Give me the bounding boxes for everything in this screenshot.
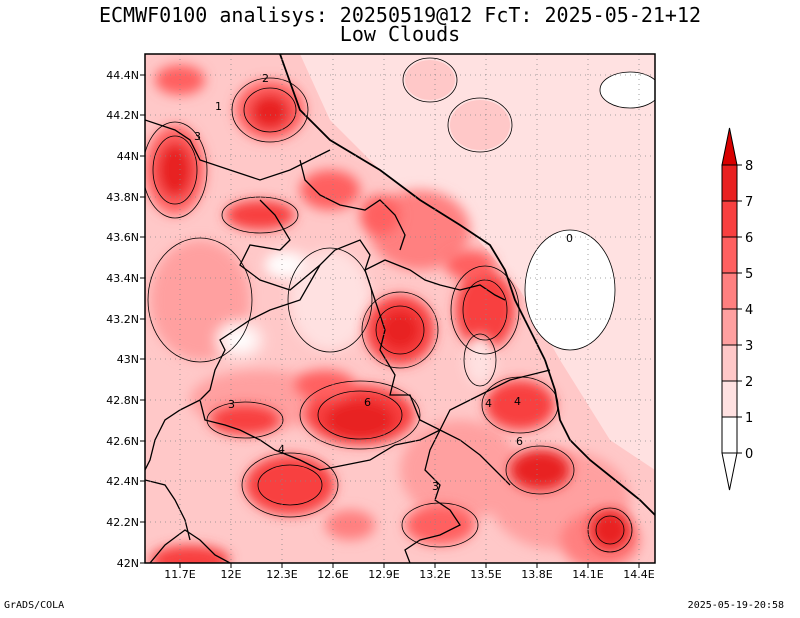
colorbar-swatch bbox=[721, 200, 738, 238]
contour-label: 3 bbox=[194, 130, 201, 143]
contour-label: 4 bbox=[514, 395, 521, 408]
colorbar-label: 2 bbox=[745, 375, 753, 390]
contour-label: 3 bbox=[432, 480, 439, 493]
colorbar-top-arrow bbox=[721, 127, 738, 166]
lon-tick-label: 13.8E bbox=[521, 568, 552, 581]
lat-tick-label: 44.2N bbox=[106, 109, 139, 122]
grid-lines bbox=[145, 54, 655, 563]
lat-tick-label: 43.8N bbox=[106, 191, 139, 204]
contour-label: 6 bbox=[516, 435, 523, 448]
colorbar-label: 7 bbox=[745, 195, 753, 210]
contour-label: 1 bbox=[215, 100, 222, 113]
cloud-field bbox=[145, 54, 655, 563]
software-credit: GrADS/COLA bbox=[4, 600, 65, 611]
generation-timestamp: 2025-05-19-20:58 bbox=[687, 600, 784, 611]
colorbar-swatch bbox=[721, 344, 738, 382]
lat-tick-label: 42.4N bbox=[106, 475, 139, 488]
lat-tick-label: 44.4N bbox=[106, 69, 139, 82]
colorbar-label: 8 bbox=[745, 159, 753, 174]
lon-tick-label: 12.6E bbox=[317, 568, 348, 581]
lat-tick-label: 43.2N bbox=[106, 313, 139, 326]
colorbar-swatch bbox=[721, 272, 738, 310]
lon-tick-label: 13.5E bbox=[470, 568, 501, 581]
lon-tick-label: 12E bbox=[221, 568, 242, 581]
colorbar bbox=[721, 127, 742, 491]
lon-tick-label: 12.9E bbox=[368, 568, 399, 581]
map-subtitle: Low Clouds bbox=[339, 22, 461, 46]
colorbar-swatch bbox=[721, 164, 738, 202]
x-axis-labels: 11.7E 12E 12.3E 12.6E 12.9E 13.2E 13.5E … bbox=[164, 568, 654, 581]
lon-tick-label: 13.2E bbox=[419, 568, 450, 581]
lat-tick-label: 44N bbox=[117, 150, 139, 163]
lon-tick-label: 12.3E bbox=[266, 568, 297, 581]
contour-label: 4 bbox=[278, 443, 285, 456]
contour-label: 2 bbox=[262, 72, 269, 85]
map-frame bbox=[144, 53, 656, 564]
map-title: ECMWF0100 analisys: 20250519@12 FcT: 202… bbox=[98, 3, 702, 27]
y-axis-labels: 44.4N 44.2N 44N 43.8N 43.6N 43.4N 43.2N … bbox=[106, 69, 139, 570]
lat-tick-label: 42.2N bbox=[106, 516, 139, 529]
lon-tick-label: 14.4E bbox=[623, 568, 654, 581]
contour-labels: 2 3 3 6 4 4 4 6 3 0 1 bbox=[194, 72, 573, 493]
contour-label: 3 bbox=[228, 398, 235, 411]
contour-label: 0 bbox=[566, 232, 573, 245]
lat-tick-label: 43.6N bbox=[106, 231, 139, 244]
colorbar-swatch bbox=[721, 308, 738, 346]
lat-tick-label: 43.4N bbox=[106, 272, 139, 285]
colorbar-label: 6 bbox=[745, 231, 753, 246]
contour-label: 6 bbox=[364, 396, 371, 409]
lon-tick-label: 14.1E bbox=[572, 568, 603, 581]
lat-tick-label: 43N bbox=[117, 353, 139, 366]
colorbar-label: 3 bbox=[745, 339, 753, 354]
colorbar-label: 1 bbox=[745, 411, 753, 426]
lat-tick-label: 42.6N bbox=[106, 435, 139, 448]
lat-tick-label: 42.8N bbox=[106, 394, 139, 407]
colorbar-label: 4 bbox=[745, 303, 753, 318]
colorbar-labels: 0 1 2 3 4 5 6 7 8 bbox=[745, 159, 753, 462]
colorbar-swatch bbox=[721, 416, 738, 454]
colorbar-label: 5 bbox=[745, 267, 753, 282]
contour-label: 4 bbox=[485, 397, 492, 410]
lat-tick-label: 42N bbox=[117, 557, 139, 570]
colorbar-swatch bbox=[721, 236, 738, 274]
colorbar-label: 0 bbox=[745, 447, 753, 462]
colorbar-swatch bbox=[721, 380, 738, 418]
lon-tick-label: 11.7E bbox=[164, 568, 195, 581]
colorbar-bottom-arrow bbox=[721, 452, 738, 491]
axis-ticks bbox=[140, 74, 640, 568]
